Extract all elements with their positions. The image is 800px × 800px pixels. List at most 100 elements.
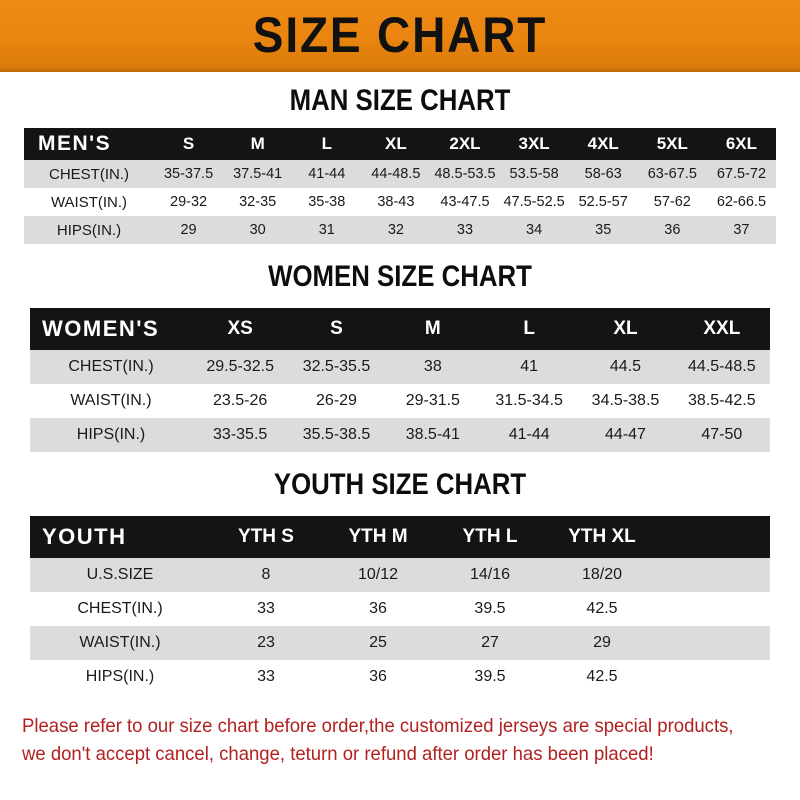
table-row: WAIST(IN.) 29-32 32-35 35-38 38-43 43-47…	[24, 188, 776, 216]
men-waist-2xl: 43-47.5	[440, 194, 490, 210]
women-col-l: L	[523, 318, 535, 339]
youth-ussize-yth-m: 10/12	[357, 566, 399, 583]
youth-chest-label: CHEST(IN.)	[77, 600, 163, 617]
women-hips-xl: 44-47	[605, 426, 646, 443]
women-waist-label: WAIST(IN.)	[70, 392, 152, 409]
youth-hips-yth-s: 33	[257, 668, 275, 685]
women-hips-s: 35.5-38.5	[302, 426, 371, 443]
women-chest-xl: 44.5	[609, 358, 642, 375]
men-col-l: L	[321, 134, 332, 153]
table-row: HIPS(IN.) 29 30 31 32 33 34 35 36 37	[24, 216, 776, 244]
youth-ussize-empty	[658, 558, 770, 592]
men-col-3xl: 3XL	[518, 134, 550, 153]
women-hips-l: 41-44	[508, 426, 550, 443]
youth-col-yth-l: YTH L	[462, 526, 518, 547]
men-chest-3xl: 53.5-58	[509, 166, 559, 182]
women-hips-label: HIPS(IN.)	[76, 426, 146, 443]
women-col-m: M	[424, 318, 441, 339]
women-waist-m: 29-31.5	[405, 392, 460, 409]
men-hips-6xl: 37	[733, 222, 750, 238]
men-hips-xl: 32	[387, 222, 404, 238]
youth-col-empty	[658, 516, 770, 558]
women-size-table: WOMEN'S XS S M L XL XXL CHEST(IN.) 29.5-…	[30, 308, 770, 452]
women-chest-label: CHEST(IN.)	[68, 358, 154, 375]
women-col-xxl: XXL	[703, 318, 741, 339]
page-banner: SIZE CHART	[0, 0, 800, 72]
youth-chest-empty	[658, 592, 770, 626]
men-col-s: S	[182, 134, 195, 153]
women-hips-xs: 33-35.5	[213, 426, 268, 443]
women-chest-l: 41	[520, 358, 539, 375]
men-col-5xl: 5XL	[656, 134, 688, 153]
women-col-s: S	[330, 318, 343, 339]
women-waist-xxl: 38.5-42.5	[688, 392, 756, 409]
men-waist-m: 32-35	[239, 194, 277, 210]
men-chest-m: 37.5-41	[233, 166, 283, 182]
men-col-m: M	[250, 134, 265, 153]
youth-hips-label: HIPS(IN.)	[85, 668, 155, 685]
table-row: HIPS(IN.) 33-35.5 35.5-38.5 38.5-41 41-4…	[30, 418, 770, 452]
table-row: HIPS(IN.) 33 36 39.5 42.5	[30, 660, 770, 694]
men-chest-s: 35-37.5	[163, 166, 214, 182]
men-col-2xl: 2XL	[449, 134, 481, 153]
men-waist-l: 35-38	[308, 194, 346, 210]
men-waist-label: WAIST(IN.)	[50, 193, 128, 211]
footer-note: Please refer to our size chart before or…	[22, 712, 740, 769]
men-col-xl: XL	[385, 134, 407, 153]
men-hips-4xl: 35	[595, 222, 612, 238]
men-waist-s: 29-32	[170, 194, 208, 210]
youth-section-title: YOUTH SIZE CHART	[273, 468, 527, 501]
women-chest-s: 32.5-35.5	[302, 358, 371, 375]
women-header-label: WOMEN'S	[42, 316, 160, 341]
men-header-label: MEN'S	[38, 132, 112, 155]
men-hips-2xl: 33	[456, 222, 474, 238]
women-chest-xxl: 44.5-48.5	[688, 358, 756, 375]
women-size-section: WOMEN SIZE CHART WOMEN'S XS S M L XL XXL…	[0, 262, 800, 452]
youth-hips-empty	[658, 660, 770, 694]
women-waist-xl: 34.5-38.5	[591, 392, 660, 409]
men-hips-label: HIPS(IN.)	[56, 221, 122, 239]
footer-note-line-2: we don't accept cancel, change, teturn o…	[22, 743, 654, 766]
youth-col-yth-xl: YTH XL	[568, 526, 636, 547]
women-hips-m: 38.5-41	[405, 426, 460, 443]
men-waist-xl: 38-43	[377, 194, 415, 210]
women-hips-xxl: 47-50	[701, 426, 743, 443]
youth-size-section: YOUTH SIZE CHART YOUTH YTH S YTH M YTH L…	[0, 470, 800, 694]
men-col-6xl: 6XL	[725, 134, 758, 153]
table-row: CHEST(IN.) 29.5-32.5 32.5-35.5 38 41 44.…	[30, 350, 770, 384]
men-hips-m: 30	[249, 222, 266, 238]
youth-chest-yth-xl: 42.5	[586, 600, 618, 617]
men-col-4xl: 4XL	[587, 134, 619, 153]
youth-chest-yth-s: 33	[257, 600, 275, 617]
youth-waist-yth-xl: 29	[593, 634, 611, 651]
women-waist-l: 31.5-34.5	[495, 392, 563, 409]
men-size-table: MEN'S S M L XL 2XL 3XL 4XL 5XL 6XL CHEST…	[24, 128, 776, 244]
youth-header-label: YOUTH	[42, 524, 127, 549]
footer-note-line-1: Please refer to our size chart before or…	[22, 715, 734, 737]
youth-hips-yth-l: 39.5	[474, 668, 506, 685]
women-col-xs: XS	[227, 318, 253, 339]
men-chest-xl: 44-48.5	[371, 166, 421, 182]
youth-hips-yth-xl: 42.5	[586, 668, 618, 685]
men-waist-3xl: 47.5-52.5	[503, 194, 565, 210]
men-chest-label: CHEST(IN.)	[49, 165, 129, 183]
women-waist-s: 26-29	[316, 392, 357, 409]
youth-chest-yth-m: 36	[369, 600, 387, 617]
women-section-title: WOMEN SIZE CHART	[268, 260, 532, 293]
table-row: WAIST(IN.) 23.5-26 26-29 29-31.5 31.5-34…	[30, 384, 770, 418]
youth-chest-yth-l: 39.5	[474, 600, 506, 617]
women-waist-xs: 23.5-26	[213, 392, 268, 409]
men-hips-s: 29	[180, 222, 197, 238]
youth-waist-yth-m: 25	[369, 634, 387, 651]
youth-col-yth-s: YTH S	[238, 526, 294, 547]
men-hips-5xl: 36	[664, 222, 681, 238]
youth-hips-yth-m: 36	[369, 668, 387, 685]
men-hips-l: 31	[318, 222, 335, 238]
men-section-title: MAN SIZE CHART	[289, 84, 511, 117]
table-row: CHEST(IN.) 33 36 39.5 42.5	[30, 592, 770, 626]
youth-ussize-yth-l: 14/16	[469, 566, 511, 583]
table-header-row: MEN'S S M L XL 2XL 3XL 4XL 5XL 6XL	[24, 128, 776, 160]
youth-col-yth-m: YTH M	[348, 526, 408, 547]
men-hips-3xl: 34	[526, 222, 543, 238]
youth-ussize-yth-xl: 18/20	[581, 566, 623, 583]
